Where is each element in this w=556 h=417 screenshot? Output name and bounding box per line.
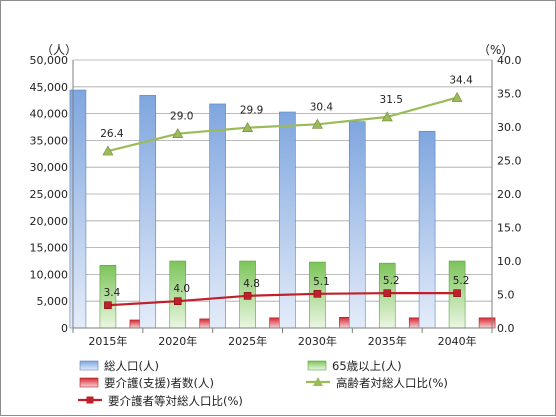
category-label: 2035年 [368, 334, 407, 348]
right-tick-label: 35.0 [497, 88, 522, 101]
bar-総人口(人) [69, 89, 87, 329]
bar-series [69, 89, 496, 329]
right-axis-unit-label: （%） [478, 43, 513, 57]
right-tick-label: 5.0 [497, 289, 515, 302]
left-tick-label: 5,000 [37, 295, 69, 308]
left-axis-ticks: 0 5,000 10,000 15,000 20,000 25,000 30,000 35,0… [30, 54, 69, 335]
left-axis-unit-label: （人） [41, 43, 77, 57]
point-高齢者対総人口比(%) [451, 91, 463, 102]
right-tick-label: 0.0 [497, 322, 515, 335]
right-tick-label: 25.0 [497, 155, 522, 168]
right-tick-label: 20.0 [497, 188, 522, 201]
point-要介護者等対総人口比(%) [313, 290, 322, 298]
legend-swatch [79, 360, 99, 371]
category-label: 2040年 [438, 334, 477, 348]
category-label: 2015年 [88, 334, 127, 348]
data-label: 4.8 [243, 278, 260, 290]
axes [72, 60, 493, 333]
legend-label: 高齢者対総人口比(%) [336, 376, 448, 390]
legend-label: 65歳以上(人) [332, 359, 402, 373]
data-label: 34.4 [449, 75, 473, 87]
point-高齢者対総人口比(%) [242, 122, 254, 132]
legend-marker [86, 396, 94, 404]
line-series: 26.4 29.0 29.9 30.4 31.5 34.4 3.4 4.0 4.8 5.1 5.2 5… [100, 75, 473, 310]
bar-要介護(支援)者数(人) [478, 317, 496, 329]
line-要介護者等対総人口比(%) [107, 292, 458, 307]
right-tick-label: 15.0 [497, 222, 522, 235]
point-要介護者等対総人口比(%) [104, 301, 112, 310]
point-高齢者対総人口比(%) [172, 128, 184, 138]
left-tick-label: 10,000 [30, 268, 69, 281]
bar-総人口(人) [139, 95, 157, 329]
point-高齢者対総人口比(%) [311, 118, 323, 129]
left-tick-label: 0 [61, 322, 68, 335]
data-label: 5.2 [383, 275, 400, 287]
right-tick-label: 10.0 [497, 255, 522, 268]
right-tick-label: 30.0 [497, 121, 522, 134]
legend-label: 要介護(支援)者数(人) [104, 376, 214, 390]
left-tick-label: 45,000 [30, 81, 69, 94]
point-要介護者等対総人口比(%) [383, 289, 392, 297]
data-label: 29.9 [240, 105, 263, 117]
point-要介護者等対総人口比(%) [243, 292, 252, 300]
category-label: 2020年 [158, 334, 197, 348]
right-axis-ticks: 0.0 5.0 10.0 15.0 20.0 25.0 30.0 35.0 40.0 [497, 54, 522, 335]
left-tick-label: 15,000 [30, 242, 69, 255]
legend-label: 要介護者等対総人口比(%) [108, 394, 243, 408]
data-label: 4.0 [173, 283, 190, 295]
left-tick-label: 40,000 [30, 108, 69, 121]
legend-label: 総人口(人) [104, 359, 159, 373]
legend: 総人口(人) 65歳以上(人) 要介護(支援)者数(人) 高齢者対総人口比(%) 要介護… [78, 359, 448, 408]
left-tick-label: 20,000 [30, 215, 69, 228]
point-要介護者等対総人口比(%) [453, 289, 461, 297]
left-tick-label: 35,000 [30, 134, 69, 147]
data-label: 29.0 [170, 111, 193, 123]
right-tick-label: 40.0 [497, 54, 522, 67]
data-label: 26.4 [100, 128, 124, 140]
category-label: 2030年 [298, 334, 337, 348]
legend-swatch [79, 377, 99, 388]
legend-swatch [307, 360, 327, 371]
data-label: 5.2 [453, 275, 470, 287]
category-labels: 2015年 2020年 2025年 2030年 2035年 2040年 [88, 334, 476, 348]
left-tick-label: 50,000 [30, 54, 69, 67]
data-label: 30.4 [310, 101, 334, 113]
bar-総人口(人) [348, 121, 366, 329]
point-要介護者等対総人口比(%) [173, 297, 182, 306]
left-tick-label: 30,000 [30, 161, 69, 174]
bar-総人口(人) [418, 130, 436, 329]
data-label: 3.4 [104, 287, 121, 299]
data-label: 31.5 [380, 94, 403, 106]
left-tick-label: 25,000 [30, 188, 69, 201]
bar-総人口(人) [209, 103, 226, 329]
point-高齢者対総人口比(%) [102, 145, 114, 156]
line-高齢者対総人口比(%) [107, 96, 458, 153]
point-高齢者対総人口比(%) [381, 111, 393, 122]
legend-marker [313, 377, 323, 386]
category-label: 2025年 [228, 334, 267, 348]
data-label: 5.1 [313, 276, 330, 288]
